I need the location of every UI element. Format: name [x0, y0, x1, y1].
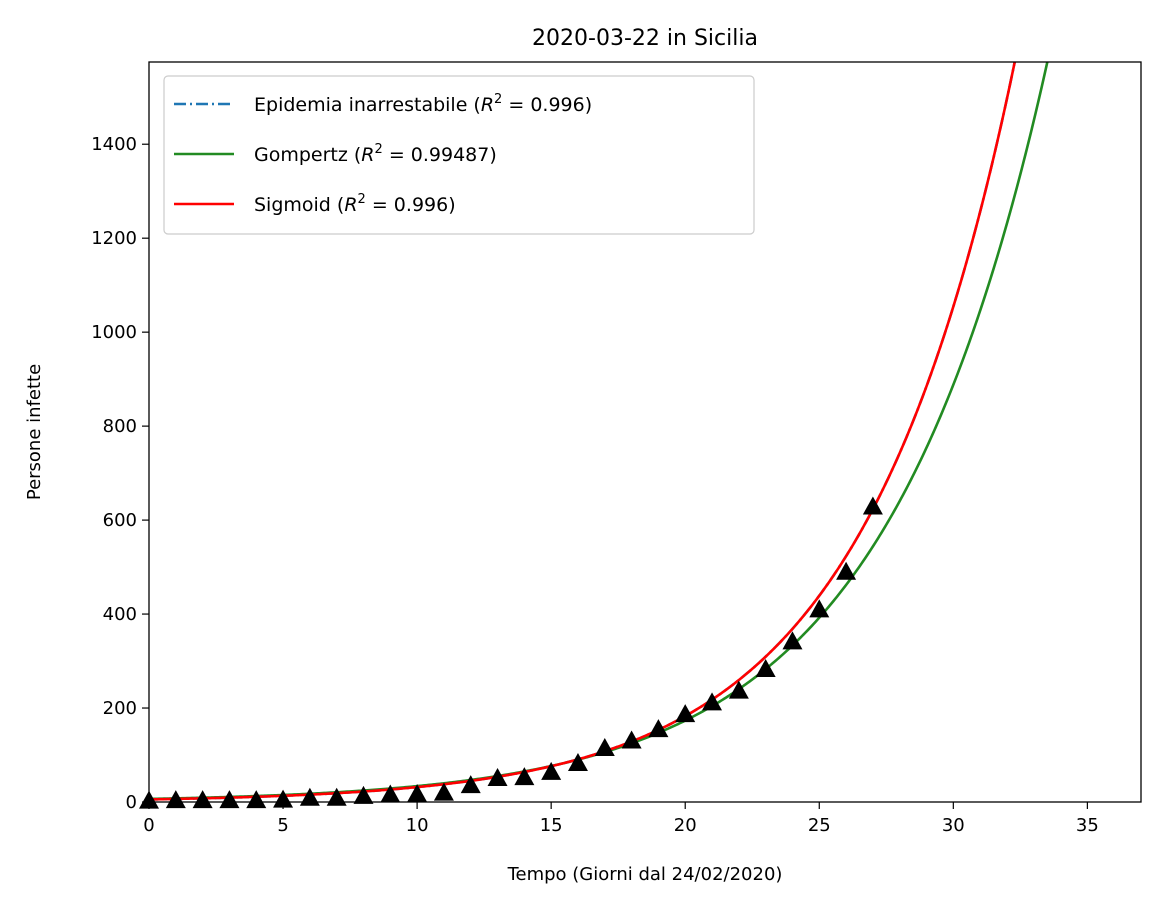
observed-point	[567, 753, 588, 772]
x-tick-label: 25	[808, 815, 831, 836]
observed-point	[648, 719, 669, 738]
x-tick-label: 10	[406, 815, 429, 836]
observed-point	[862, 496, 883, 515]
observed-point	[621, 730, 642, 749]
x-tick-label: 35	[1076, 815, 1099, 836]
y-axis: 0 200 400 600 800 1000 1200 1400	[91, 134, 149, 813]
observed-point	[460, 775, 481, 794]
observed-point	[407, 784, 428, 803]
x-tick-label: 20	[674, 815, 697, 836]
observed-point	[782, 631, 803, 650]
legend: Epidemia inarrestabile (R2 = 0.996) Gompe…	[163, 75, 755, 235]
observed-point	[273, 789, 294, 808]
legend-label: Gompertz (R2 = 0.99487)	[254, 142, 497, 166]
observed-point	[380, 784, 401, 803]
observed-point	[514, 767, 535, 786]
y-tick-label: 800	[103, 416, 137, 437]
legend-box	[163, 75, 755, 235]
y-tick-label: 400	[103, 604, 137, 625]
x-tick-label: 30	[942, 815, 965, 836]
chart-title: 2020-03-22 in Sicilia	[532, 26, 758, 51]
y-tick-label: 1000	[91, 322, 137, 343]
observed-point	[165, 790, 186, 809]
y-tick-label: 0	[126, 792, 137, 813]
observed-point	[675, 704, 696, 723]
x-axis-label: Tempo (Giorni dal 24/02/2020)	[507, 864, 783, 885]
observed-point	[541, 761, 562, 780]
observed-point	[728, 680, 749, 699]
x-tick-label: 5	[277, 815, 288, 836]
plot-frame	[148, 61, 1142, 803]
observed-point	[299, 787, 320, 806]
x-tick-label: 15	[540, 815, 563, 836]
legend-label: Sigmoid (R2 = 0.996)	[254, 192, 456, 216]
observed-point	[809, 599, 830, 618]
legend-label: Epidemia inarrestabile (R2 = 0.996)	[254, 92, 592, 116]
y-axis-label: Persone infette	[24, 364, 45, 500]
observed-point	[326, 787, 347, 806]
observed-point	[192, 790, 213, 809]
observed-point	[702, 692, 723, 711]
observed-point	[353, 785, 374, 804]
observed-point	[246, 790, 267, 809]
observed-point	[594, 737, 615, 756]
observed-point	[836, 561, 857, 580]
observed-point	[487, 768, 508, 787]
y-tick-label: 600	[103, 510, 137, 531]
y-tick-label: 1400	[91, 134, 137, 155]
observed-markers	[139, 496, 883, 809]
observed-point	[219, 790, 240, 809]
x-axis: 0 5 10 15 20 25 30 35	[143, 802, 1099, 836]
observed-point	[433, 782, 454, 801]
observed-point	[755, 659, 776, 678]
y-tick-label: 200	[103, 698, 137, 719]
y-tick-label: 1200	[91, 228, 137, 249]
x-tick-label: 0	[143, 815, 154, 836]
